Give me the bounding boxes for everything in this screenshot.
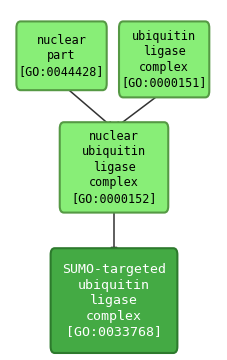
FancyBboxPatch shape: [50, 248, 177, 353]
FancyBboxPatch shape: [16, 22, 106, 90]
FancyBboxPatch shape: [59, 122, 168, 212]
FancyBboxPatch shape: [118, 22, 208, 98]
Text: SUMO-targeted
ubiquitin
ligase
complex
[GO:0033768]: SUMO-targeted ubiquitin ligase complex […: [62, 263, 165, 338]
Text: nuclear
ubiquitin
ligase
complex
[GO:0000152]: nuclear ubiquitin ligase complex [GO:000…: [71, 130, 156, 205]
Text: nuclear
part
[GO:0044428]: nuclear part [GO:0044428]: [19, 34, 104, 78]
Text: ubiquitin
ligase
complex
[GO:0000151]: ubiquitin ligase complex [GO:0000151]: [121, 30, 206, 89]
